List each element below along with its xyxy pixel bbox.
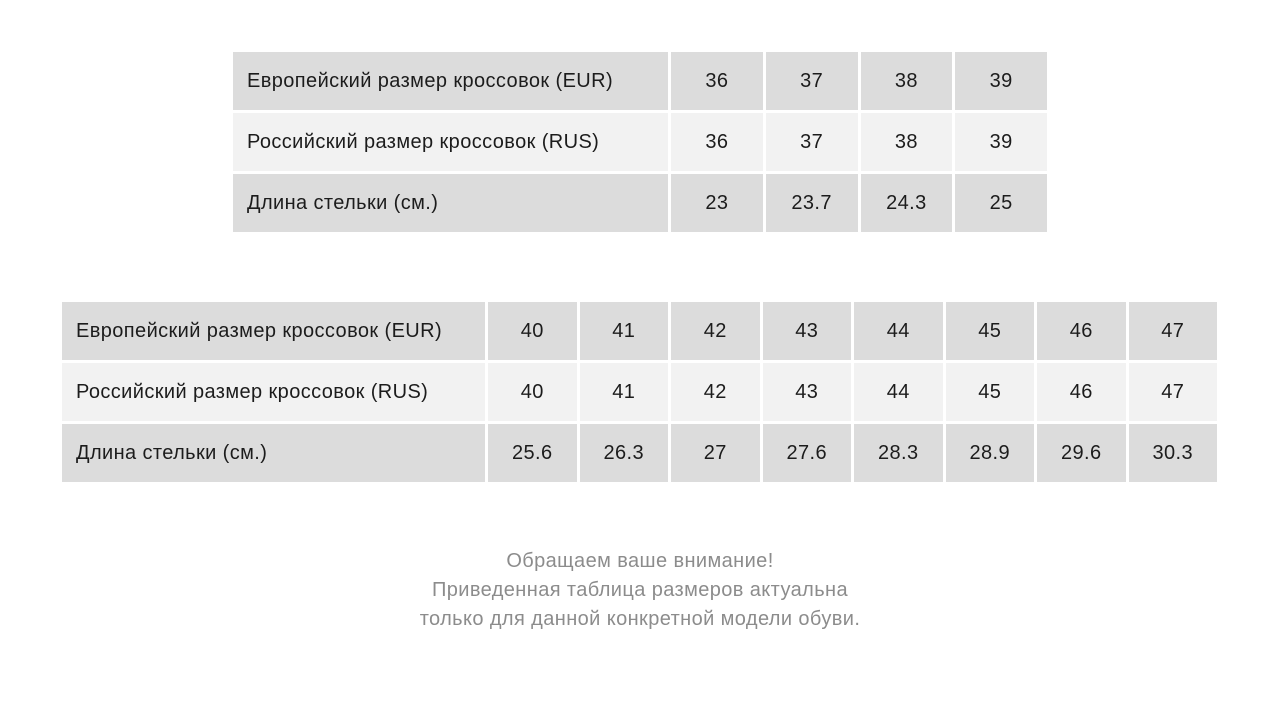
size-value-cell: 41 — [579, 302, 668, 360]
note-line-2: Приведенная таблица размеров актуальна — [431, 579, 849, 601]
size-value-cell: 47 — [1128, 363, 1217, 421]
size-value-cell: 25 — [955, 174, 1047, 232]
size-value-cell: 36 — [671, 52, 763, 110]
size-value-cell: 41 — [579, 363, 668, 421]
row-label-cell: Европейский размер кроссовок (EUR) — [62, 302, 485, 360]
size-value-cell: 40 — [488, 363, 577, 421]
size-value-cell: 45 — [945, 363, 1034, 421]
size-value-cell: 24.3 — [860, 174, 953, 232]
row-label-cell: Европейский размер кроссовок (EUR) — [233, 52, 668, 110]
size-value-cell: 39 — [955, 52, 1047, 110]
size-value-cell: 23 — [671, 174, 763, 232]
note-line-3: только для данной конкретной модели обув… — [419, 608, 861, 630]
size-chart-note: Обращаем ваше внимание! Приведенная табл… — [0, 547, 1280, 634]
size-value-cell: 25.6 — [488, 424, 577, 482]
size-table-eur-36-39: Европейский размер кроссовок (EUR) 36 37 38… — [233, 52, 1047, 232]
size-value-cell: 46 — [1037, 363, 1126, 421]
row-label-cell: Российский размер кроссовок (RUS) — [233, 113, 668, 171]
row-label-cell: Длина стельки (см.) — [233, 174, 668, 232]
size-value-cell: 38 — [860, 52, 953, 110]
size-value-cell: 40 — [488, 302, 577, 360]
size-value-cell: 47 — [1128, 302, 1217, 360]
size-value-cell: 44 — [854, 302, 943, 360]
size-value-cell: 43 — [762, 302, 851, 360]
row-label-cell: Российский размер кроссовок (RUS) — [62, 363, 485, 421]
size-value-cell: 42 — [671, 363, 760, 421]
size-value-cell: 36 — [671, 113, 763, 171]
size-value-cell: 29.6 — [1037, 424, 1126, 482]
size-value-cell: 26.3 — [579, 424, 668, 482]
size-value-cell: 38 — [860, 113, 953, 171]
size-value-cell: 43 — [762, 363, 851, 421]
size-value-cell: 23.7 — [765, 174, 858, 232]
size-value-cell: 45 — [945, 302, 1034, 360]
size-value-cell: 30.3 — [1128, 424, 1217, 482]
size-value-cell: 44 — [854, 363, 943, 421]
size-value-cell: 28.9 — [945, 424, 1034, 482]
size-value-cell: 28.3 — [854, 424, 943, 482]
size-value-cell: 27.6 — [762, 424, 851, 482]
size-value-cell: 39 — [955, 113, 1047, 171]
size-table-eur-40-47: Европейский размер кроссовок (EUR) 40 41 42… — [62, 302, 1217, 482]
size-value-cell: 37 — [765, 113, 858, 171]
size-value-cell: 37 — [765, 52, 858, 110]
size-value-cell: 27 — [671, 424, 760, 482]
size-value-cell: 46 — [1037, 302, 1126, 360]
note-line-1: Обращаем ваше внимание! — [506, 550, 774, 572]
size-value-cell: 42 — [671, 302, 760, 360]
row-label-cell: Длина стельки (см.) — [62, 424, 485, 482]
